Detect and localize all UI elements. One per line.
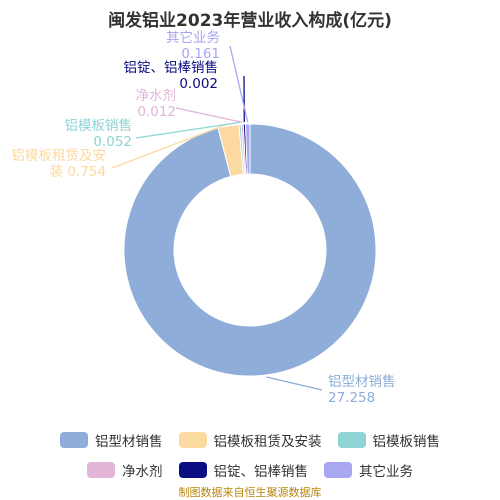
legend-item-2[interactable]: 铝模板销售 [337, 430, 441, 450]
legend-label-5: 其它业务 [359, 464, 413, 480]
source-note: 制图数据来自恒生聚源数据库 [178, 486, 322, 499]
legend-swatch-3 [87, 462, 115, 478]
callout-line-2 [135, 121, 240, 139]
legend-label-4: 铝锭、铝棒销售 [213, 464, 309, 480]
callout-line-5 [229, 45, 249, 123]
slice-0[interactable] [123, 123, 377, 377]
slice-5[interactable] [244, 123, 251, 175]
legend-swatch-1 [178, 432, 207, 448]
callout-label-1: 铝模板租赁及安 [12, 148, 107, 164]
callout-label-5: 其它业务 [166, 29, 220, 46]
legend-row-1: 铝型材销售 铝模板租赁及安装 铝模板销售 [0, 430, 500, 450]
legend-item-3[interactable]: 净水剂 [87, 460, 163, 480]
callout-label-0: 铝型材销售 [328, 374, 396, 390]
legend: 铝型材销售 铝模板租赁及安装 铝模板销售 净水剂 铝锭、铝棒销售 其它业务 [0, 430, 500, 490]
callout-label-4: 铝锭、铝棒销售 [124, 60, 219, 76]
callout-label-3: 净水剂 [136, 88, 177, 104]
legend-swatch-5 [324, 462, 352, 478]
callout-value-2: 0.052 [93, 134, 132, 150]
callout-value-1: 装 0.754 [50, 164, 106, 180]
legend-item-1[interactable]: 铝模板租赁及安装 [178, 430, 322, 450]
legend-row-2: 净水剂 铝锭、铝棒销售 其它业务 [0, 460, 500, 480]
legend-label-3: 净水剂 [122, 464, 163, 480]
legend-label-1: 铝模板租赁及安装 [213, 434, 322, 450]
callout-value-0: 27.258 [328, 390, 375, 406]
legend-swatch-2 [337, 432, 366, 448]
legend-label-0: 铝型材销售 [95, 434, 163, 450]
callout-value-4: 0.002 [179, 76, 218, 92]
legend-item-0[interactable]: 铝型材销售 [60, 430, 163, 450]
callout-line-3 [175, 107, 243, 123]
callout-value-5: 0.161 [181, 46, 220, 62]
legend-swatch-0 [60, 432, 88, 448]
legend-swatch-4 [178, 462, 207, 478]
chart-title: 闽发铝业2023年营业收入构成(亿元) [108, 11, 392, 31]
callout-value-3: 0.012 [137, 104, 176, 120]
callout-line-0 [266, 376, 323, 391]
callout-label-2: 铝模板销售 [65, 118, 133, 134]
legend-item-4[interactable]: 铝锭、铝棒销售 [178, 460, 309, 480]
legend-label-2: 铝模板销售 [372, 434, 441, 450]
legend-item-5[interactable]: 其它业务 [324, 460, 413, 480]
callout-line-1 [111, 123, 229, 169]
